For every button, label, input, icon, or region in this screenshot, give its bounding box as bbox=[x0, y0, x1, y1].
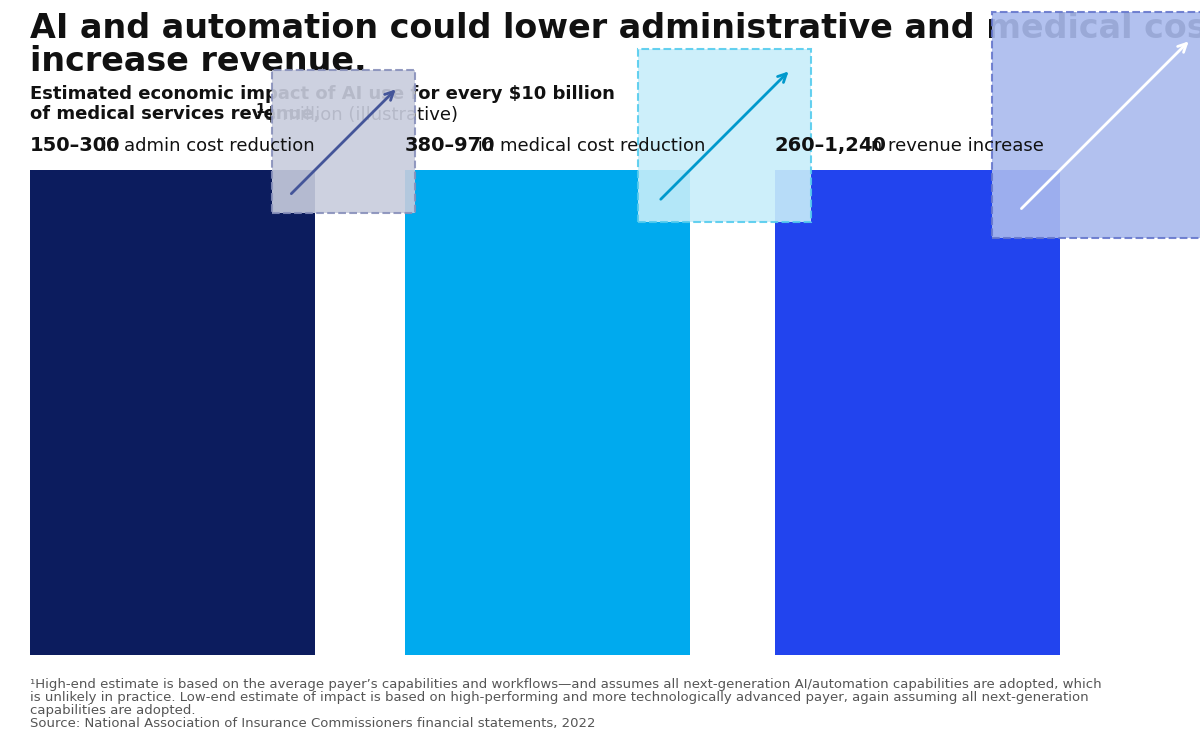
Bar bbox=[406, 506, 690, 655]
Text: 1: 1 bbox=[256, 102, 265, 116]
Text: 380–970: 380–970 bbox=[406, 136, 496, 155]
Text: Estimated economic impact of AI use for every $10 billion: Estimated economic impact of AI use for … bbox=[30, 85, 614, 103]
Text: capabilities are adopted.: capabilities are adopted. bbox=[30, 704, 196, 717]
Text: $ million (illustrative): $ million (illustrative) bbox=[265, 105, 458, 123]
Text: of medical services revenue,: of medical services revenue, bbox=[30, 105, 320, 123]
Bar bbox=[992, 12, 1200, 238]
Bar bbox=[638, 49, 811, 222]
Text: Source: National Association of Insurance Commissioners financial statements, 20: Source: National Association of Insuranc… bbox=[30, 717, 595, 730]
Bar bbox=[30, 170, 314, 655]
Text: ¹High-end estimate is based on the average payer’s capabilities and workflows—an: ¹High-end estimate is based on the avera… bbox=[30, 678, 1102, 691]
Text: increase revenue.: increase revenue. bbox=[30, 45, 367, 78]
Bar bbox=[775, 554, 1060, 655]
Text: AI and automation could lower administrative and medical costs and: AI and automation could lower administra… bbox=[30, 12, 1200, 45]
Bar bbox=[406, 170, 690, 655]
Text: in medical cost reduction: in medical cost reduction bbox=[472, 137, 704, 155]
Text: in admin cost reduction: in admin cost reduction bbox=[96, 137, 316, 155]
Text: in revenue increase: in revenue increase bbox=[860, 137, 1044, 155]
Text: is unlikely in practice. Low-end estimate of impact is based on high-performing : is unlikely in practice. Low-end estimat… bbox=[30, 691, 1088, 704]
Bar bbox=[775, 170, 1060, 655]
Bar bbox=[30, 596, 314, 655]
Text: 260–1,240: 260–1,240 bbox=[775, 136, 887, 155]
Bar bbox=[272, 70, 415, 213]
Text: 150–300: 150–300 bbox=[30, 136, 120, 155]
